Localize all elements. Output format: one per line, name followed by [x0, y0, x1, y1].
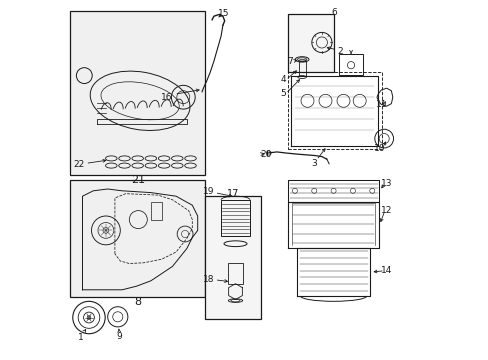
Text: 18: 18 — [203, 275, 214, 284]
Text: 21: 21 — [131, 175, 145, 185]
Text: 20: 20 — [260, 150, 271, 159]
Bar — [227, 263, 243, 284]
Bar — [70, 11, 204, 175]
Text: 11: 11 — [375, 100, 386, 109]
Text: 7: 7 — [286, 58, 292, 67]
Bar — [221, 200, 249, 236]
Text: 6: 6 — [331, 8, 337, 17]
Text: 14: 14 — [380, 266, 391, 275]
Text: 10: 10 — [373, 144, 385, 153]
Bar — [338, 54, 363, 75]
Text: 8: 8 — [135, 297, 142, 307]
Text: 15: 15 — [218, 9, 229, 18]
Text: 3: 3 — [310, 158, 316, 168]
Bar — [287, 72, 381, 149]
Text: 1: 1 — [78, 333, 83, 342]
Text: 22: 22 — [73, 160, 84, 169]
Text: 17: 17 — [226, 189, 239, 199]
Bar — [204, 196, 260, 319]
Text: 4: 4 — [280, 76, 285, 85]
Bar — [298, 61, 306, 76]
Text: 5: 5 — [280, 89, 285, 98]
Text: 2: 2 — [336, 47, 342, 56]
Text: 13: 13 — [380, 179, 392, 188]
Bar — [151, 202, 162, 220]
Bar — [287, 14, 334, 72]
Bar — [70, 180, 204, 297]
Text: 12: 12 — [380, 206, 391, 215]
Text: 16: 16 — [161, 93, 172, 102]
Text: 9: 9 — [116, 332, 122, 341]
Text: 19: 19 — [203, 188, 214, 197]
